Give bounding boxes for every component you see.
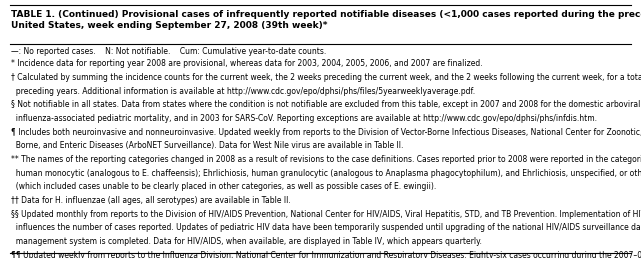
Text: †† Data for H. influenzae (all ages, all serotypes) are available in Table II.: †† Data for H. influenzae (all ages, all… bbox=[11, 196, 290, 205]
Text: human monocytic (analogous to E. chaffeensis); Ehrlichiosis, human granulocytic : human monocytic (analogous to E. chaffee… bbox=[11, 169, 641, 178]
Text: influenza-associated pediatric mortality, and in 2003 for SARS-CoV. Reporting ex: influenza-associated pediatric mortality… bbox=[11, 114, 597, 123]
Text: TABLE 1. (Continued) Provisional cases of infrequently reported notifiable disea: TABLE 1. (Continued) Provisional cases o… bbox=[11, 10, 641, 30]
Text: §§ Updated monthly from reports to the Division of HIV/AIDS Prevention, National: §§ Updated monthly from reports to the D… bbox=[11, 210, 641, 219]
Text: —: No reported cases.    N: Not notifiable.    Cum: Cumulative year-to-date coun: —: No reported cases. N: Not notifiable.… bbox=[11, 47, 326, 56]
Text: (which included cases unable to be clearly placed in other categories, as well a: (which included cases unable to be clear… bbox=[11, 182, 436, 191]
Text: influences the number of cases reported. Updates of pediatric HIV data have been: influences the number of cases reported.… bbox=[11, 223, 641, 232]
Text: § Not notifiable in all states. Data from states where the condition is not noti: § Not notifiable in all states. Data fro… bbox=[11, 100, 641, 109]
Text: † Calculated by summing the incidence counts for the current week, the 2 weeks p: † Calculated by summing the incidence co… bbox=[11, 73, 641, 82]
Text: ** The names of the reporting categories changed in 2008 as a result of revision: ** The names of the reporting categories… bbox=[11, 155, 641, 164]
Text: * Incidence data for reporting year 2008 are provisional, whereas data for 2003,: * Incidence data for reporting year 2008… bbox=[11, 60, 483, 68]
Text: preceding years. Additional information is available at http://www.cdc.gov/epo/d: preceding years. Additional information … bbox=[11, 87, 475, 96]
Text: ¶¶ Updated weekly from reports to the Influenza Division, National Center for Im: ¶¶ Updated weekly from reports to the In… bbox=[11, 251, 641, 258]
Text: management system is completed. Data for HIV/AIDS, when available, are displayed: management system is completed. Data for… bbox=[11, 237, 481, 246]
Text: ¶ Includes both neuroinvasive and nonneuroinvasive. Updated weekly from reports : ¶ Includes both neuroinvasive and nonneu… bbox=[11, 128, 641, 137]
Text: Borne, and Enteric Diseases (ArboNET Surveillance). Data for West Nile virus are: Borne, and Enteric Diseases (ArboNET Sur… bbox=[11, 141, 403, 150]
